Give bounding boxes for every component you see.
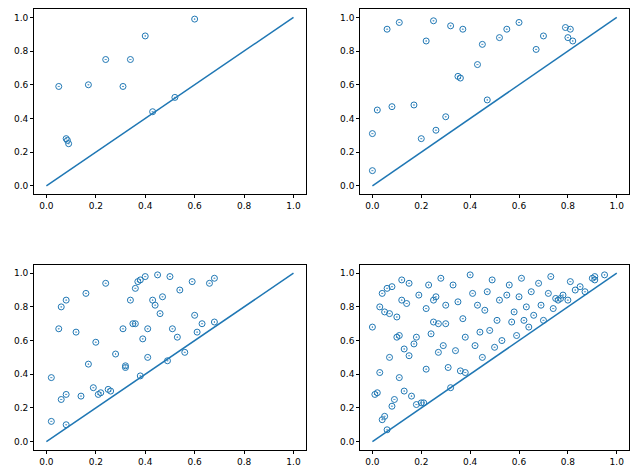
svg-text:0.8: 0.8: [14, 302, 29, 312]
svg-text:0.4: 0.4: [340, 369, 355, 379]
svg-text:0.6: 0.6: [340, 336, 355, 346]
svg-text:0.8: 0.8: [561, 201, 576, 211]
svg-text:0.2: 0.2: [14, 147, 28, 157]
svg-text:0.0: 0.0: [340, 437, 355, 447]
svg-text:0.6: 0.6: [14, 336, 29, 346]
svg-text:0.8: 0.8: [561, 457, 576, 467]
svg-text:1.0: 1.0: [610, 457, 625, 467]
svg-text:1.0: 1.0: [610, 201, 625, 211]
svg-text:0.6: 0.6: [14, 80, 29, 90]
svg-text:0.2: 0.2: [414, 201, 428, 211]
svg-text:0.4: 0.4: [14, 114, 29, 124]
svg-text:0.2: 0.2: [89, 457, 103, 467]
svg-text:0.2: 0.2: [14, 403, 28, 413]
svg-text:0.4: 0.4: [138, 457, 153, 467]
svg-text:0.6: 0.6: [187, 201, 202, 211]
svg-text:0.2: 0.2: [414, 457, 428, 467]
svg-text:0.0: 0.0: [14, 181, 29, 191]
svg-text:1.0: 1.0: [286, 201, 301, 211]
svg-text:0.8: 0.8: [237, 201, 252, 211]
svg-text:0.0: 0.0: [365, 201, 380, 211]
svg-text:0.4: 0.4: [14, 369, 29, 379]
svg-text:0.0: 0.0: [39, 201, 54, 211]
svg-text:0.0: 0.0: [14, 437, 29, 447]
svg-text:0.0: 0.0: [365, 457, 380, 467]
svg-text:0.6: 0.6: [512, 457, 527, 467]
svg-text:0.2: 0.2: [89, 201, 103, 211]
svg-text:0.6: 0.6: [187, 457, 202, 467]
svg-text:0.2: 0.2: [340, 147, 354, 157]
svg-text:0.6: 0.6: [512, 201, 527, 211]
svg-text:1.0: 1.0: [340, 268, 355, 278]
svg-text:0.8: 0.8: [14, 46, 29, 56]
svg-text:0.8: 0.8: [340, 46, 355, 56]
svg-text:0.4: 0.4: [463, 457, 478, 467]
svg-text:1.0: 1.0: [14, 268, 29, 278]
svg-text:1.0: 1.0: [14, 13, 29, 23]
svg-text:0.2: 0.2: [340, 403, 354, 413]
svg-text:0.8: 0.8: [340, 302, 355, 312]
svg-text:1.0: 1.0: [286, 457, 301, 467]
svg-text:0.0: 0.0: [39, 457, 54, 467]
svg-text:0.6: 0.6: [340, 80, 355, 90]
svg-text:0.0: 0.0: [340, 181, 355, 191]
svg-text:0.8: 0.8: [237, 457, 252, 467]
svg-text:0.4: 0.4: [463, 201, 478, 211]
svg-text:1.0: 1.0: [340, 13, 355, 23]
svg-text:0.4: 0.4: [138, 201, 153, 211]
svg-text:0.4: 0.4: [340, 114, 355, 124]
